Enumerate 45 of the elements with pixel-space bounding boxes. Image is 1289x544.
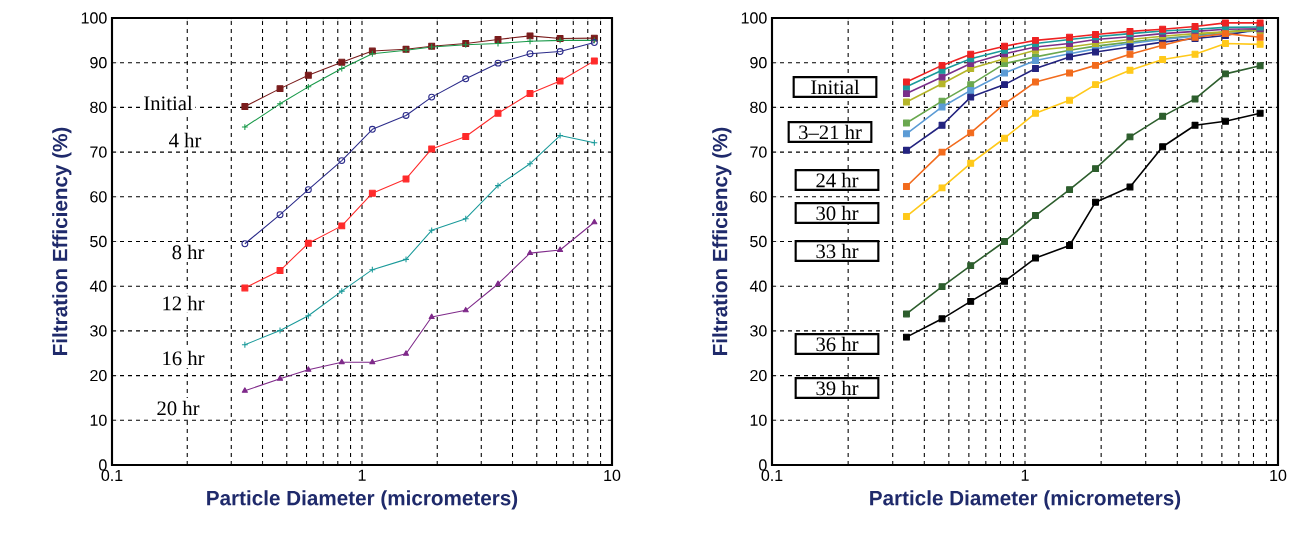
y-tick-label: 20 [750,369,767,382]
y-tick-label: 30 [90,325,107,337]
annotation: 33 hr [816,243,859,259]
y-tick-label: 60 [750,191,767,203]
y-tick-label: 30 [750,325,767,337]
annotation: 3–21 hr [799,124,862,140]
annotation: 30 hr [816,205,859,221]
x-tick-label: 1 [358,469,366,481]
y-tick-label: 0 [99,459,107,471]
x-tick-label: 0.1 [101,469,123,482]
annotation: 36 hr [816,336,859,352]
y-axis-title: Filtration Efficiency (%) [712,127,732,355]
y-tick-label: 70 [750,146,767,158]
y-tick-label: 60 [90,191,107,203]
y-tick-label: 10 [750,414,767,426]
annotation: 8 hr [172,244,205,260]
y-tick-label: 40 [749,280,767,292]
annotation: Initial [144,95,193,111]
y-tick-label: 100 [741,12,767,24]
annotation: 12 hr [163,295,205,311]
y-tick-label: 80 [90,101,107,114]
x-axis-title: Particle Diameter (micrometers) [207,490,518,510]
x-tick-label: 10 [1270,469,1287,482]
annotation: 20 hr [157,400,200,416]
y-tick-label: 90 [90,57,107,69]
y-tick-label: 70 [90,146,107,158]
annotation: 24 hr [816,172,859,188]
y-tick-label: 50 [90,235,107,248]
y-tick-label: 0 [759,459,767,471]
y-axis-title: Filtration Efficiency (%) [52,127,72,355]
x-tick-label: 0.1 [761,469,783,482]
annotation: 4 hr [169,132,202,148]
annotation: 16 hr [163,350,205,366]
annotation: 39 hr [816,380,859,396]
x-axis-title: Particle Diameter (micrometers) [870,490,1181,510]
y-tick-label: 100 [81,12,107,24]
x-tick-label: 1 [1021,469,1029,481]
annotation: Initial [811,79,860,95]
y-tick-label: 40 [89,280,107,292]
y-tick-label: 50 [750,235,767,248]
y-tick-label: 80 [750,101,767,114]
x-tick-label: 10 [604,469,621,482]
y-tick-label: 90 [750,57,767,69]
y-tick-label: 10 [90,414,107,426]
y-tick-label: 20 [90,369,107,382]
